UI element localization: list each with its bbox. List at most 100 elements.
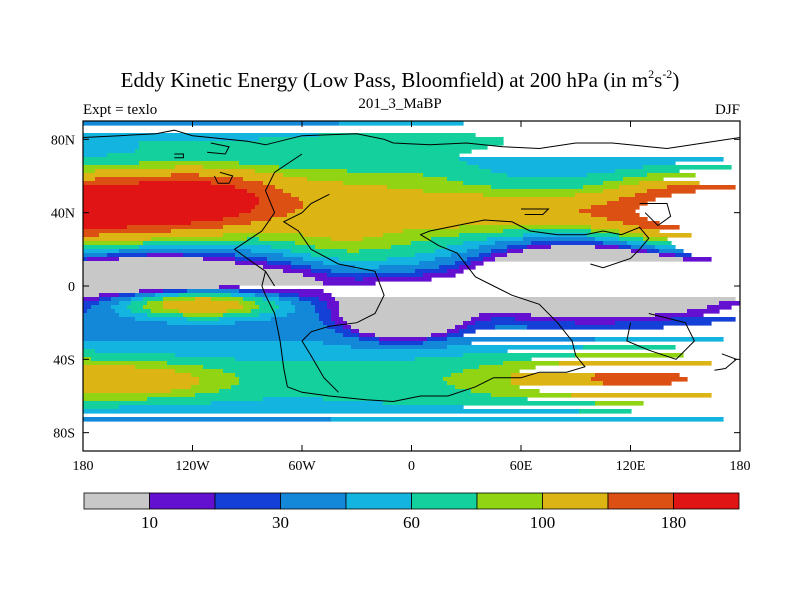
field-cell xyxy=(155,293,180,298)
field-cell xyxy=(471,317,492,322)
field-cell xyxy=(91,357,236,362)
field-cell xyxy=(83,361,168,366)
field-cell xyxy=(339,313,480,318)
field-cell xyxy=(435,249,468,254)
field-cell xyxy=(131,309,152,314)
field-cell xyxy=(331,317,344,322)
field-cell xyxy=(511,373,596,378)
y-tick-label: 40N xyxy=(51,207,75,222)
field-cell xyxy=(343,317,472,322)
field-cell xyxy=(491,393,572,398)
coastline-segment xyxy=(714,353,738,371)
field-cell xyxy=(719,301,740,306)
field-cell xyxy=(83,409,580,414)
field-cell xyxy=(191,373,236,378)
field-cell xyxy=(147,301,164,306)
field-cell xyxy=(315,245,392,250)
field-cell xyxy=(667,185,736,190)
field-cell xyxy=(671,317,736,322)
field-cell xyxy=(263,289,324,294)
colorbar-label: 60 xyxy=(403,513,420,532)
field-cell xyxy=(319,297,336,302)
field-cell xyxy=(291,249,348,254)
field-cell xyxy=(439,265,460,270)
field-cell xyxy=(591,225,640,230)
field-cell xyxy=(575,321,616,326)
field-cell xyxy=(83,353,176,358)
field-cell xyxy=(619,245,632,250)
field-cell xyxy=(315,309,332,314)
field-cell xyxy=(459,157,724,162)
field-cell xyxy=(223,313,260,318)
colorbar-box xyxy=(542,492,609,510)
field-cell xyxy=(83,153,108,158)
field-cell xyxy=(299,197,620,202)
field-cell xyxy=(83,417,332,422)
field-cell xyxy=(343,325,352,330)
y-tick-label: 0 xyxy=(68,280,75,295)
field-cell xyxy=(83,349,96,354)
field-cell xyxy=(423,341,472,346)
field-cell xyxy=(251,249,292,254)
field-cell xyxy=(459,225,592,230)
field-cell xyxy=(191,221,252,226)
field-cell xyxy=(467,257,484,262)
title-end: ) xyxy=(672,68,680,92)
field-cell xyxy=(323,321,336,326)
field-cell xyxy=(339,305,708,310)
field-cell xyxy=(255,205,304,210)
field-cell xyxy=(319,313,332,318)
field-cell xyxy=(83,401,212,406)
field-cell xyxy=(83,381,200,386)
field-cell xyxy=(199,381,240,386)
field-cell xyxy=(479,165,644,170)
field-cell xyxy=(595,337,724,342)
field-cell xyxy=(267,261,292,266)
field-cell xyxy=(83,309,88,314)
field-cell xyxy=(83,221,192,226)
field-cell xyxy=(523,249,632,254)
field-cell xyxy=(187,289,240,294)
field-cell xyxy=(447,177,624,182)
field-cell xyxy=(447,337,596,342)
field-cell xyxy=(327,273,424,278)
field-cell xyxy=(595,237,620,242)
field-cell xyxy=(203,365,480,370)
field-cell xyxy=(251,221,624,226)
field-cell xyxy=(203,165,280,170)
field-cell xyxy=(311,269,332,274)
y-tick-label: 80N xyxy=(51,133,75,148)
field-cell xyxy=(83,205,256,210)
field-cell xyxy=(139,245,272,250)
field-cell xyxy=(83,341,324,346)
field-cell xyxy=(507,253,660,258)
field-cell xyxy=(379,341,424,346)
colorbar-box xyxy=(83,492,150,510)
field-cell xyxy=(83,313,120,318)
field-cell xyxy=(83,193,256,198)
field-cell xyxy=(623,221,660,226)
field-cell xyxy=(283,269,312,274)
field-cell xyxy=(311,253,416,258)
field-cell xyxy=(83,277,316,282)
field-cell xyxy=(327,325,344,330)
field-cell xyxy=(83,321,168,326)
field-cell xyxy=(139,161,240,166)
field-cell xyxy=(83,345,352,350)
field-cell xyxy=(315,277,356,282)
field-cell xyxy=(491,185,584,190)
x-tick-label: 180 xyxy=(73,459,94,474)
field-cell xyxy=(83,385,192,390)
field-cell xyxy=(195,393,492,398)
field-cell xyxy=(467,325,496,330)
field-cell xyxy=(83,133,320,138)
field-cell xyxy=(83,165,176,170)
field-cell xyxy=(83,257,88,262)
field-cell xyxy=(83,145,140,150)
field-cell xyxy=(95,169,256,174)
field-cell xyxy=(491,169,616,174)
field-cell xyxy=(83,289,140,294)
field-cell xyxy=(459,265,476,270)
field-cell xyxy=(531,313,656,318)
field-cell xyxy=(271,317,320,322)
